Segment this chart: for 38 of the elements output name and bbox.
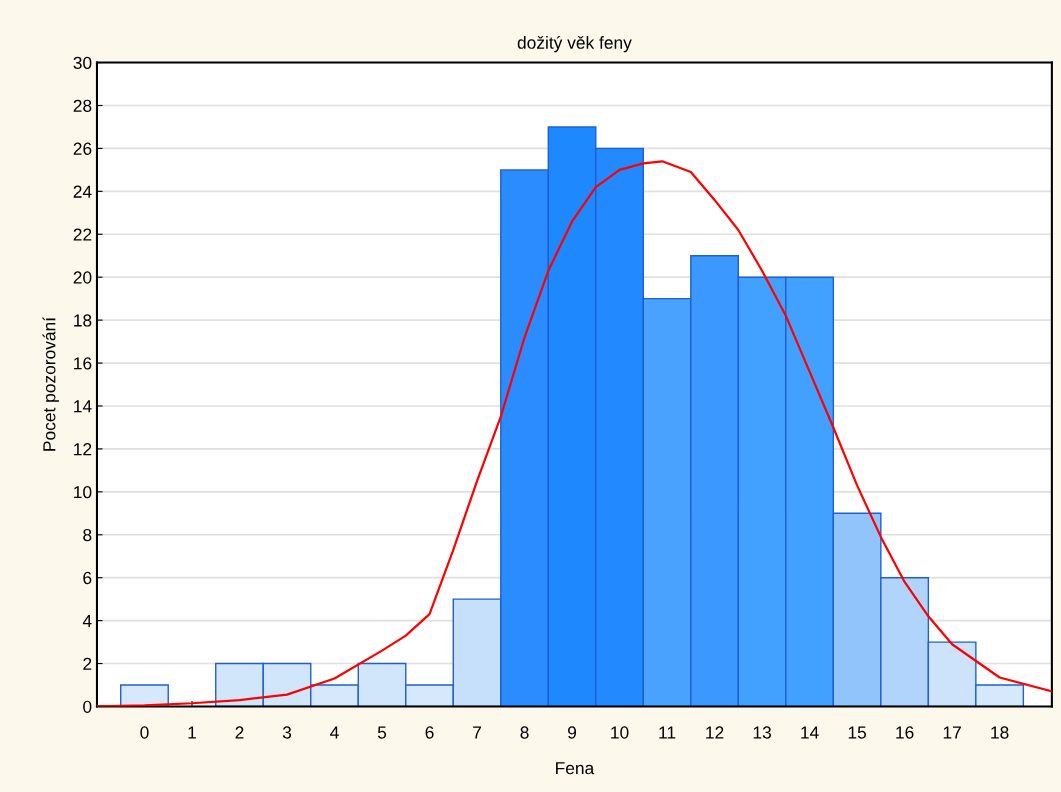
- x-tick-label: 13: [753, 726, 771, 739]
- y-tick-label: 28: [73, 99, 92, 112]
- x-tick-label: 4: [330, 726, 339, 739]
- x-tick-label: 8: [520, 726, 529, 739]
- y-tick-label: 14: [74, 400, 92, 413]
- y-tick-label: 6: [83, 571, 92, 585]
- y-tick-label: 2: [83, 657, 92, 670]
- y-tick-label: 8: [83, 528, 92, 542]
- x-tick-label: 10: [611, 726, 629, 739]
- x-tick-label: 0: [140, 726, 149, 739]
- x-tick-label: 14: [801, 726, 819, 739]
- y-tick-label: 18: [74, 314, 92, 327]
- x-tick-label: 2: [235, 726, 244, 739]
- y-tick-label: 30: [73, 56, 92, 70]
- y-tick-label: 10: [74, 486, 92, 499]
- x-tick-label: 7: [473, 726, 481, 739]
- chart-title: dožitý věk feny: [517, 35, 632, 53]
- x-tick-label: 18: [991, 726, 1009, 739]
- x-tick-label: 9: [568, 726, 577, 739]
- x-tick-label: 12: [706, 726, 724, 739]
- y-tick-label: 22: [73, 228, 92, 241]
- x-tick-label: 5: [377, 726, 387, 739]
- x-tick-label: 3: [282, 726, 292, 739]
- y-axis-title: Pocet pozorování: [42, 317, 59, 451]
- x-tick-label: 11: [659, 726, 676, 739]
- x-tick-label: 6: [425, 726, 434, 739]
- y-tick-label: 0: [83, 700, 92, 713]
- y-tick-label: 24: [73, 185, 92, 198]
- y-tick-label: 12: [74, 443, 92, 456]
- x-tick-label: 17: [943, 726, 961, 739]
- x-tick-label: 1: [188, 726, 196, 739]
- y-tick-label: 20: [73, 271, 92, 284]
- y-tick-label: 26: [73, 142, 92, 155]
- x-axis-title: Fena: [556, 762, 595, 775]
- x-tick-label: 16: [896, 726, 914, 739]
- y-tick-label: 16: [74, 357, 92, 370]
- y-tick-label: 4: [82, 614, 92, 627]
- x-tick-label: 15: [848, 726, 867, 739]
